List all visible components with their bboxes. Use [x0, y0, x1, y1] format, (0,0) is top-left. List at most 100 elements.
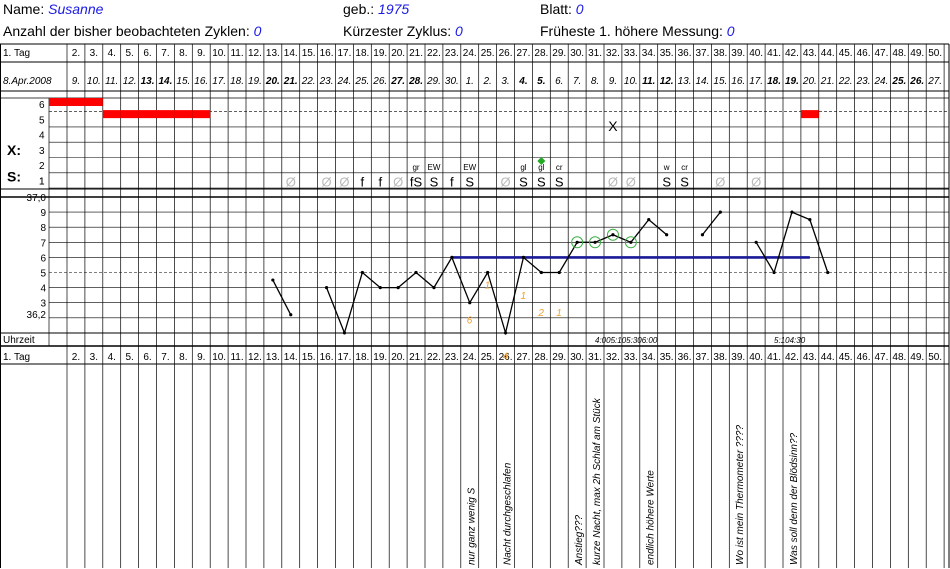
tag-row-label-bottom: 1. Tag: [3, 352, 30, 363]
date-first: 8.Apr.2008: [3, 76, 52, 87]
circled-high-point: [571, 236, 584, 249]
day-note: Was soll denn der Blödsinn??: [789, 432, 800, 565]
date-label: 13.: [141, 76, 155, 87]
date-label: 27.: [927, 76, 942, 87]
date-label: 25.: [891, 76, 906, 87]
date-label: 19.: [785, 76, 799, 87]
date-label: 9.: [72, 76, 80, 87]
day-number-bottom: 25.: [481, 352, 495, 363]
day-number: 33.: [624, 48, 638, 59]
temperature-tick-label: 4: [40, 284, 46, 295]
date-label: 16.: [731, 76, 745, 87]
day-number: 29.: [552, 48, 566, 59]
date-label: 18.: [767, 76, 781, 87]
mucus-axis-label: S:: [7, 169, 21, 185]
birth-year-field: geb.: 1975: [343, 1, 409, 17]
temperature-point: [432, 286, 436, 290]
earliest-high-value[interactable]: 0: [726, 23, 735, 39]
earliest-high-field: Früheste 1. höhere Messung: 0: [540, 23, 735, 39]
day-number: 20.: [391, 48, 405, 59]
day-number: 42.: [785, 48, 799, 59]
date-label: 18.: [230, 76, 244, 87]
day-number-bottom: 16.: [320, 352, 334, 363]
day-number: 11.: [230, 48, 243, 59]
date-label: 2.: [482, 76, 491, 87]
day-number: 40.: [749, 48, 763, 59]
high-count-number: 1: [485, 281, 491, 292]
diamond-marker: [537, 157, 546, 165]
temperature-point: [629, 240, 633, 244]
mucus-symbol: Ø: [393, 175, 403, 190]
circled-high-point: [624, 236, 637, 249]
observed-cycles-field: Anzahl der bisher beobachteten Zyklen: 0: [3, 23, 261, 39]
day-number-bottom: 34.: [642, 352, 656, 363]
mucus-symbol: S: [555, 175, 564, 190]
temperature-point: [647, 218, 651, 222]
date-label: 19.: [248, 76, 262, 87]
date-label: 15.: [713, 76, 727, 87]
bleeding-bar: [192, 110, 211, 119]
high-count-number: 6: [467, 315, 473, 326]
day-number: 46.: [857, 48, 871, 59]
observed-cycles-label: Anzahl der bisher beobachteten Zyklen:: [3, 23, 250, 39]
date-label: 20.: [802, 76, 817, 87]
date-label: 3.: [501, 76, 509, 87]
mucus-symbol: f: [450, 175, 454, 190]
temperature-point: [539, 270, 543, 275]
day-number-bottom: 12.: [248, 352, 262, 363]
day-number: 14.: [284, 48, 298, 59]
observed-cycles-value[interactable]: 0: [253, 23, 262, 39]
birth-year-value[interactable]: 1975: [378, 1, 410, 17]
day-number-bottom: 24.: [463, 352, 477, 363]
mucus-symbol: S: [680, 175, 689, 190]
day-number-bottom: 49.: [910, 352, 924, 363]
day-number: 3.: [90, 48, 98, 59]
day-number: 26.: [499, 48, 513, 59]
mucus-symbol: f: [361, 175, 365, 190]
name-field: Name: Susanne: [3, 1, 103, 17]
x-tick-label: 3: [39, 146, 45, 157]
day-number: 50.: [928, 48, 942, 59]
day-number-bottom: 40.: [749, 352, 763, 363]
date-label: 21.: [820, 76, 835, 87]
temperature-point: [289, 313, 293, 317]
date-label: 30.: [445, 76, 459, 87]
bleeding-bar: [800, 110, 819, 119]
day-number-bottom: 23.: [445, 352, 459, 363]
day-number-bottom: 36.: [678, 352, 692, 363]
mucus-note: EW: [463, 163, 476, 172]
x-tick-label: 1: [39, 177, 45, 188]
bleeding-bar: [84, 98, 103, 106]
date-label: 22.: [301, 76, 316, 87]
name-value[interactable]: Susanne: [48, 1, 104, 17]
temperature-tick-label: 6: [40, 253, 46, 264]
mucus-symbol: Ø: [715, 175, 725, 190]
birth-year-label: geb.:: [343, 1, 375, 17]
day-number: 49.: [910, 48, 924, 59]
date-label: 26.: [909, 76, 924, 87]
date-label: 12.: [660, 76, 674, 87]
day-number: 27.: [516, 48, 530, 59]
date-label: 29.: [426, 76, 441, 87]
day-number: 22.: [427, 48, 441, 59]
date-label: 5.: [537, 76, 545, 87]
day-number: 8.: [179, 48, 187, 59]
day-number: 9.: [197, 48, 205, 59]
sheet-value[interactable]: 0: [575, 1, 584, 17]
date-label: 24.: [873, 76, 888, 87]
mucus-symbol: Ø: [339, 175, 349, 190]
mucus-symbol: f: [378, 175, 382, 190]
date-label: 21.: [283, 76, 298, 87]
day-note: nur ganz wenig S: [467, 487, 478, 565]
circled-high-point: [589, 236, 602, 249]
bleeding-bar: [120, 110, 139, 119]
shortest-cycle-value[interactable]: 0: [455, 23, 463, 39]
temperature-point: [468, 301, 472, 305]
temperature-point: [271, 278, 275, 282]
day-number: 45.: [839, 48, 853, 59]
temperature-point: [503, 331, 508, 335]
day-number-bottom: 15.: [302, 352, 316, 363]
day-number: 41.: [767, 48, 781, 59]
date-label: 13.: [678, 76, 692, 87]
shortest-cycle-label: Kürzester Zyklus:: [343, 23, 452, 39]
